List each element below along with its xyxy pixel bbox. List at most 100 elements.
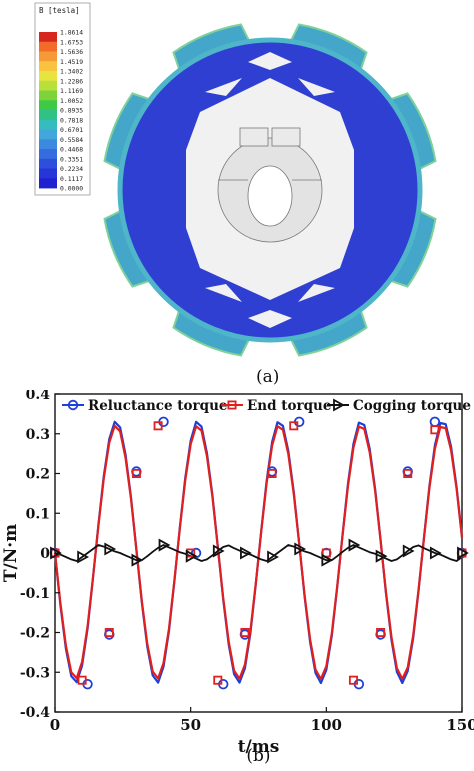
colorbar-tick-label: 0.2234 xyxy=(60,165,83,173)
colorbar-tick-label: 0.8935 xyxy=(60,107,83,115)
cogging-torque-marker xyxy=(50,546,62,560)
colorbar-swatch xyxy=(39,178,57,189)
cogging-torque-marker xyxy=(267,550,279,564)
panel-a-flux-density-plot: B [tesla] 1.8614 1.6753 1.5636 1.4519 1.3402… xyxy=(34,2,437,387)
end-torque-marker xyxy=(153,421,163,431)
shaft-hole xyxy=(247,165,293,227)
x-axis-ticks: 0 50 100 150 xyxy=(50,707,474,734)
end-torque-marker xyxy=(376,627,386,637)
colorbar-swatch xyxy=(39,61,57,72)
caption-b: (b) xyxy=(246,746,270,766)
end-torque-marker xyxy=(267,469,277,479)
y-tick-label: 0.2 xyxy=(26,467,50,483)
colorbar-tick-label: 1.2286 xyxy=(60,77,83,85)
colorbar-tick-label: 1.4519 xyxy=(60,58,83,66)
y-axis-label: T/N·m xyxy=(1,524,21,582)
shaft xyxy=(217,127,323,243)
end-torque-marker xyxy=(289,421,299,431)
colorbar-tick-label: 0.5584 xyxy=(60,136,83,144)
shaft-key-right xyxy=(271,127,301,147)
end-torque-marker xyxy=(348,675,358,685)
end-torque-marker xyxy=(430,425,440,435)
flux-barrier-bottom xyxy=(248,310,292,328)
colorbar-tick-label: 1.6753 xyxy=(60,38,83,46)
flux-slit-bl xyxy=(205,284,242,302)
cogging-torque-marker xyxy=(185,549,198,563)
cogging-torque-marker xyxy=(158,538,171,552)
cogging-torque-marker xyxy=(321,553,334,567)
flux-barrier-top xyxy=(248,52,292,70)
y-tick-label: -0.4 xyxy=(20,705,50,721)
cogging-torque-marker xyxy=(429,546,442,560)
flux-slit-tl xyxy=(205,78,242,96)
y-tick-label: 0.3 xyxy=(26,427,50,443)
end-torque-marker xyxy=(213,675,223,685)
x-tick-label: 100 xyxy=(311,716,342,734)
colorbar-tick-label: 0.1117 xyxy=(60,175,83,183)
y-tick-label: 0.4 xyxy=(26,390,51,403)
shaft-key-left xyxy=(239,127,269,147)
cogging-torque-marker xyxy=(375,549,388,563)
end-torque-marker xyxy=(240,627,250,637)
flux-slit-br xyxy=(298,284,335,302)
cogging-torque-marker xyxy=(402,544,415,558)
colorbar-swatch xyxy=(39,168,57,179)
cogging-torque-marker xyxy=(294,542,307,556)
panel-b-torque-chart: 0 50 100 150 -0.4 -0.3 -0.2 -0.1 0 0.1 0.2 0.3 0.4 … xyxy=(0,390,474,771)
x-tick-label: 150 xyxy=(446,716,474,734)
cogging-torque-marker xyxy=(212,544,225,558)
cogging-torque-marker xyxy=(348,538,361,552)
end-torque-marker xyxy=(403,469,413,479)
colorbar-tick-label: 1.5636 xyxy=(60,48,83,56)
torque-chart: 0 50 100 150 -0.4-0.3-0.2-0.100.10.20.30.4 … xyxy=(1,390,474,766)
colorbar-swatch xyxy=(39,71,57,82)
colorbar-swatch xyxy=(39,90,57,101)
colorbar-swatch xyxy=(39,110,57,121)
reluctance-torque-legend-marker xyxy=(67,399,79,411)
end-torque-marker xyxy=(77,675,87,685)
stator-edge-ring xyxy=(117,37,423,343)
y-tick-label: 0.1 xyxy=(26,506,50,522)
colorbar-swatch xyxy=(39,119,57,130)
y-tick-label: 0 xyxy=(40,546,50,562)
colorbar-title: B [tesla] xyxy=(39,6,80,15)
colorbar-tick-label: 1.1169 xyxy=(60,87,83,95)
chart-legend: Reluctance torque End torque Cogging torqu… xyxy=(62,398,471,414)
end-torque-marker xyxy=(104,627,114,637)
cogging-torque-marker xyxy=(240,546,252,560)
colorbar-swatch xyxy=(39,41,57,52)
series-markers xyxy=(49,416,469,690)
colorbar-tick-label: 0.7818 xyxy=(60,116,83,124)
y-tick-label: -0.3 xyxy=(20,665,50,681)
x-tick-label: 0 xyxy=(50,716,60,734)
colorbar-swatch xyxy=(39,129,57,140)
colorbar-tick-label: 0.0000 xyxy=(60,185,83,193)
colorbar-tick-label: 0.6701 xyxy=(60,126,83,134)
y-axis-ticks: -0.4 -0.3 -0.2 -0.1 0 0.1 0.2 0.3 0.4 xyxy=(20,390,60,721)
end-torque-legend-marker xyxy=(227,400,237,410)
motor-cross-section xyxy=(103,23,437,357)
colorbar-tick-label: 0.3351 xyxy=(60,155,83,163)
colorbar-tick-label: 1.0052 xyxy=(60,97,83,105)
flux-slit-tr xyxy=(298,78,335,96)
colorbar-swatch xyxy=(39,51,57,62)
cogging-torque-marker xyxy=(104,542,117,556)
colorbar-swatch xyxy=(39,139,57,150)
end-torque-marker xyxy=(131,469,141,479)
y-tick-label: -0.1 xyxy=(20,586,50,602)
series-lines xyxy=(53,420,464,685)
x-axis-label: t/ms xyxy=(238,737,280,757)
colorbar-swatch xyxy=(39,149,57,160)
cogging-torque-line xyxy=(54,544,463,562)
caption-a: (a) xyxy=(256,367,279,387)
cogging-torque-marker xyxy=(457,546,469,560)
colorbar-swatch xyxy=(39,32,57,43)
colorbar-swatch xyxy=(39,80,57,91)
colorbar-tick-label: 0.4468 xyxy=(60,146,83,154)
colorbar-tick-label: 1.3402 xyxy=(60,68,83,76)
cogging-torque-marker xyxy=(131,553,144,567)
cogging-torque-marker xyxy=(77,550,89,564)
